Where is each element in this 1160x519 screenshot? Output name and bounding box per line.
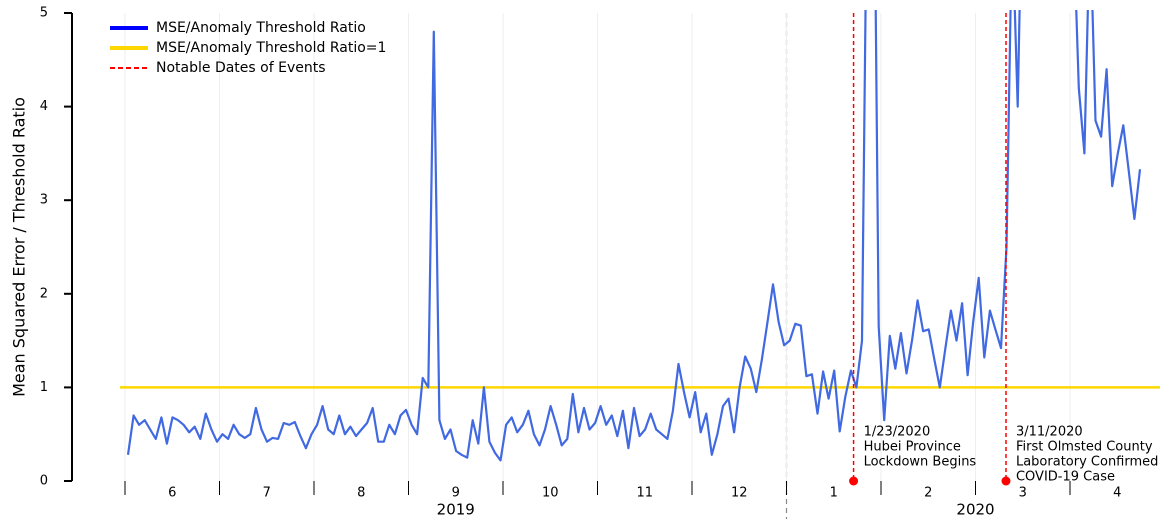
year-label: 2019 xyxy=(437,501,475,519)
x-tick-label: 9 xyxy=(452,486,460,501)
x-tick-label: 7 xyxy=(263,486,271,501)
x-tick-label: 2 xyxy=(924,486,932,501)
event-date: 1/23/2020 xyxy=(864,425,931,440)
y-tick-label: 2 xyxy=(40,286,48,301)
plot-area xyxy=(126,10,1142,462)
x-tick-label: 4 xyxy=(1113,486,1121,501)
event-dot xyxy=(1001,476,1011,486)
year-label: 2020 xyxy=(956,501,994,519)
event-text: First Olmsted County xyxy=(1016,440,1153,455)
x-tick-label: 10 xyxy=(542,486,559,501)
legend-label: MSE/Anomaly Threshold Ratio xyxy=(156,20,366,36)
y-tick-label: 5 xyxy=(40,6,48,21)
event-date: 3/11/2020 xyxy=(1016,425,1083,440)
event-text: COVID-19 Case xyxy=(1016,470,1115,485)
x-tick-label: 3 xyxy=(1019,486,1027,501)
x-tick-label: 8 xyxy=(357,486,365,501)
legend-label: Notable Dates of Events xyxy=(156,60,326,76)
y-axis-label: Mean Squared Error / Threshold Ratio xyxy=(10,97,29,397)
y-tick-label: 1 xyxy=(40,380,48,395)
x-tick-label: 11 xyxy=(636,486,653,501)
y-tick-label: 4 xyxy=(40,99,48,114)
x-tick-label: 6 xyxy=(168,486,176,501)
legend-label: MSE/Anomaly Threshold Ratio=1 xyxy=(156,40,386,56)
x-tick-label: 1 xyxy=(830,486,838,501)
event-text: Hubei Province xyxy=(864,440,961,455)
y-tick-label: 3 xyxy=(40,193,48,208)
data-line xyxy=(126,10,1142,462)
y-tick-label: 0 xyxy=(40,474,48,489)
event-text: Lockdown Begins xyxy=(864,455,977,470)
event-dot xyxy=(849,476,859,486)
event-text: Laboratory Confirmed xyxy=(1016,455,1158,470)
x-tick-label: 12 xyxy=(731,486,748,501)
